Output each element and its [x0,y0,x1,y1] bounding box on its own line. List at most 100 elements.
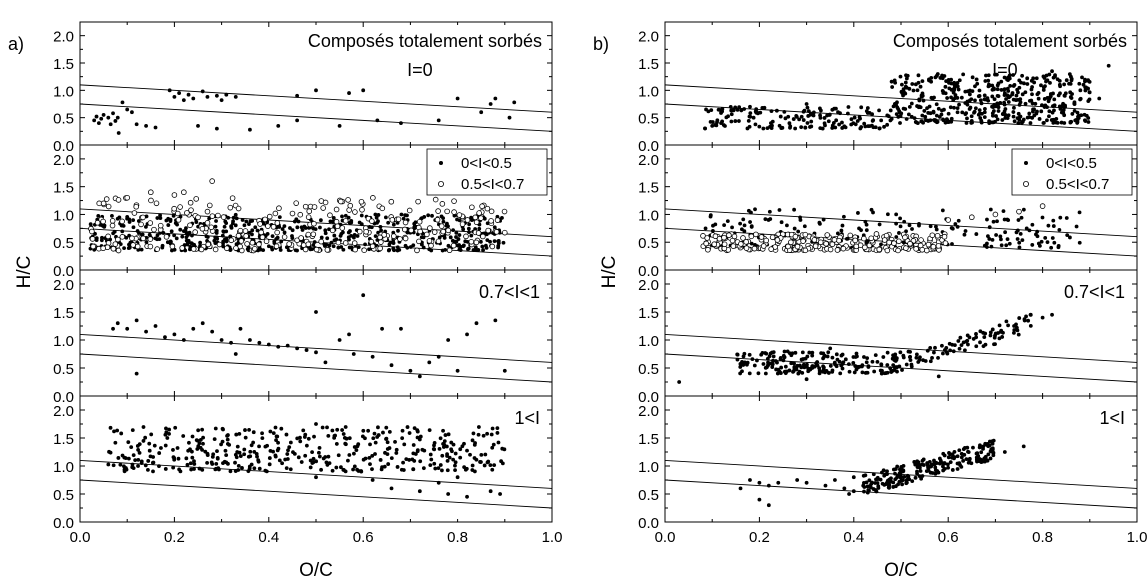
point-filled [318,218,323,223]
point-filled [1002,93,1007,97]
point-filled [419,242,424,247]
point-filled [1006,323,1010,328]
point-filled [883,472,888,477]
point-filled [998,329,1003,334]
point-filled [950,226,955,231]
plot-frame [79,395,553,523]
point-filled [131,225,136,230]
point-filled [288,226,292,230]
point-filled [957,448,962,453]
point-open [270,224,277,230]
point-filled [916,80,921,85]
point-filled [422,215,427,219]
point-filled [112,429,116,434]
point-filled [286,448,290,453]
point-filled [141,425,146,429]
point-filled [917,223,921,228]
point-open [891,240,897,247]
point-filled [440,468,444,473]
point-filled [917,97,922,102]
point-filled [479,460,483,464]
point-filled [163,335,167,340]
point-filled [343,441,348,446]
point-filled [489,432,494,437]
point-filled [871,472,876,477]
y-tick-label: 1.0 [53,333,74,350]
point-filled [376,219,380,224]
point-filled [433,466,438,471]
point-filled [953,222,958,226]
point-filled [224,229,229,234]
point-filled [856,211,860,215]
point-filled [164,426,168,431]
point-filled [900,482,904,487]
point-filled [221,239,226,244]
point-filled [996,102,1001,107]
point-filled [895,473,900,478]
point-filled [885,363,890,367]
point-filled [747,124,752,129]
point-open [334,223,341,230]
point-filled [139,247,144,252]
point-filled [1063,105,1067,109]
point-filled [779,365,784,370]
point-filled [502,447,507,452]
point-open [902,234,908,241]
point-filled [146,459,151,463]
point-filled [381,430,385,435]
point-filled [897,364,902,369]
point-filled [292,451,297,456]
point-filled [748,104,752,109]
point-filled [753,122,758,127]
point-filled [742,223,747,228]
point-open [174,210,181,217]
point-filled [955,224,960,229]
point-filled [977,108,982,113]
point-filled [998,234,1003,239]
point-filled [233,352,238,356]
point-filled [978,340,982,345]
point-filled [1039,109,1044,114]
point-filled [786,114,791,119]
point-filled [768,124,772,129]
point-filled [483,452,488,457]
point-filled [748,478,752,482]
point-filled [267,456,272,460]
point-filled [1053,73,1057,78]
point-filled [1049,245,1054,250]
point-open [209,178,215,184]
point-filled [387,446,392,450]
point-filled [1015,237,1020,241]
point-open [873,231,880,237]
point-filled [490,426,495,431]
point-open [129,235,135,242]
point-open [414,247,420,254]
point-filled [189,467,194,472]
point-filled [295,118,300,123]
point-filled [485,221,490,226]
point-filled [1023,90,1028,95]
point-filled [221,229,226,234]
point-filled [92,118,97,123]
point-filled [437,235,442,240]
point-filled [859,105,864,110]
point-filled [810,350,815,355]
panel-annotation: I=0 [992,60,1018,80]
point-filled [257,340,262,345]
point-filled [407,458,412,462]
point-filled [234,265,238,269]
point-filled [108,425,113,430]
point-filled [703,226,708,231]
point-filled [960,110,965,115]
point-filled [1061,101,1065,106]
point-filled [967,335,972,340]
point-open [743,239,749,245]
point-filled [950,242,954,246]
point-filled [838,371,843,376]
point-filled [955,80,960,85]
point-filled [1041,85,1046,90]
point-open [748,233,755,240]
point-open [286,241,292,247]
point-filled [260,431,264,436]
point-filled [993,342,997,347]
